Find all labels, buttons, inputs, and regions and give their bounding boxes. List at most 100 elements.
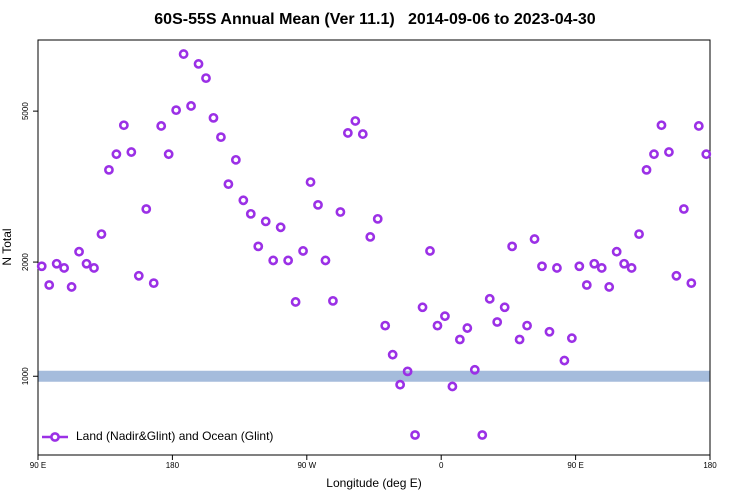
data-point bbox=[245, 208, 256, 219]
data-point bbox=[664, 147, 674, 157]
data-point bbox=[74, 246, 84, 257]
data-point bbox=[81, 258, 92, 269]
data-point bbox=[634, 229, 644, 240]
x-axis-label: Longitude (deg E) bbox=[326, 476, 421, 490]
data-point bbox=[492, 317, 503, 327]
data-point bbox=[507, 241, 518, 252]
data-point bbox=[193, 59, 204, 69]
data-point bbox=[447, 381, 458, 392]
y-tick-label: 1000 bbox=[21, 367, 30, 385]
data-point bbox=[283, 255, 294, 266]
data-point bbox=[372, 213, 383, 224]
data-point bbox=[328, 296, 338, 306]
data-point bbox=[365, 232, 376, 242]
data-point bbox=[522, 320, 532, 331]
data-point bbox=[611, 246, 622, 257]
chart-title: 60S-55S Annual Mean (Ver 11.1) 2014-09-0… bbox=[154, 11, 596, 28]
data-point bbox=[574, 261, 585, 272]
legend-marker bbox=[50, 432, 60, 442]
data-point bbox=[186, 101, 196, 111]
data-point bbox=[529, 234, 540, 244]
data-point bbox=[440, 311, 450, 322]
legend-label: Land (Nadir&Glint) and Ocean (Glint) bbox=[76, 429, 273, 443]
data-point bbox=[537, 261, 547, 272]
data-point bbox=[425, 246, 435, 256]
data-point bbox=[335, 207, 346, 217]
data-point bbox=[163, 149, 174, 160]
data-point bbox=[178, 49, 189, 59]
data-point bbox=[313, 199, 323, 210]
x-tick-label: 180 bbox=[703, 461, 717, 470]
data-point bbox=[253, 241, 264, 252]
data-point bbox=[216, 132, 226, 143]
data-point bbox=[387, 349, 398, 360]
data-point bbox=[141, 204, 152, 214]
data-point bbox=[454, 334, 465, 345]
y-tick-label: 2000 bbox=[21, 253, 30, 271]
data-point bbox=[290, 297, 301, 307]
data-point bbox=[350, 116, 361, 126]
data-point bbox=[44, 280, 55, 290]
data-point bbox=[36, 261, 47, 272]
data-point bbox=[581, 280, 592, 290]
data-point bbox=[126, 147, 137, 157]
data-point bbox=[686, 278, 697, 289]
data-point bbox=[566, 333, 577, 344]
data-point bbox=[499, 302, 510, 313]
data-point bbox=[298, 246, 308, 256]
x-tick-label: 90 E bbox=[30, 461, 46, 470]
data-point bbox=[641, 164, 652, 175]
data-point bbox=[656, 120, 667, 131]
data-point bbox=[148, 278, 159, 289]
data-point bbox=[701, 149, 712, 160]
data-point bbox=[626, 263, 637, 273]
data-point bbox=[596, 263, 607, 273]
data-point bbox=[208, 112, 219, 123]
data-point bbox=[275, 222, 286, 233]
data-point bbox=[589, 258, 600, 269]
data-point bbox=[111, 149, 122, 160]
data-point bbox=[678, 204, 689, 214]
data-point bbox=[118, 120, 129, 131]
data-point bbox=[230, 154, 241, 165]
data-point bbox=[469, 364, 480, 375]
data-point bbox=[223, 179, 234, 190]
data-point bbox=[51, 258, 62, 269]
data-point bbox=[410, 430, 420, 440]
x-tick-label: 90 E bbox=[567, 461, 583, 470]
data-point bbox=[305, 177, 316, 187]
data-point bbox=[133, 270, 144, 281]
data-point bbox=[671, 270, 682, 281]
y-axis-label: N Total bbox=[0, 228, 14, 265]
data-point bbox=[462, 323, 473, 333]
data-point bbox=[59, 263, 70, 273]
data-point bbox=[693, 121, 704, 131]
data-point bbox=[66, 282, 77, 292]
data-point bbox=[649, 149, 659, 160]
plot-frame bbox=[37, 39, 711, 456]
data-point bbox=[268, 255, 279, 266]
data-point bbox=[380, 320, 391, 331]
data-point bbox=[89, 263, 99, 273]
data-point bbox=[514, 334, 525, 345]
data-point bbox=[104, 164, 114, 175]
data-point bbox=[238, 195, 249, 206]
data-point bbox=[619, 258, 630, 269]
data-point bbox=[156, 121, 167, 131]
data-point bbox=[342, 128, 353, 138]
data-point bbox=[171, 105, 182, 116]
x-tick-label: 90 W bbox=[297, 461, 316, 470]
data-point bbox=[559, 355, 570, 366]
data-point bbox=[357, 129, 368, 139]
x-tick-label: 180 bbox=[166, 461, 180, 470]
data-point bbox=[395, 379, 406, 390]
data-point bbox=[260, 216, 271, 227]
data-point bbox=[552, 263, 562, 273]
data-point bbox=[432, 320, 443, 331]
data-point bbox=[96, 229, 107, 240]
y-tick-label: 5000 bbox=[21, 102, 30, 120]
data-point bbox=[201, 73, 211, 84]
data-point bbox=[402, 366, 413, 377]
data-point bbox=[544, 326, 555, 337]
